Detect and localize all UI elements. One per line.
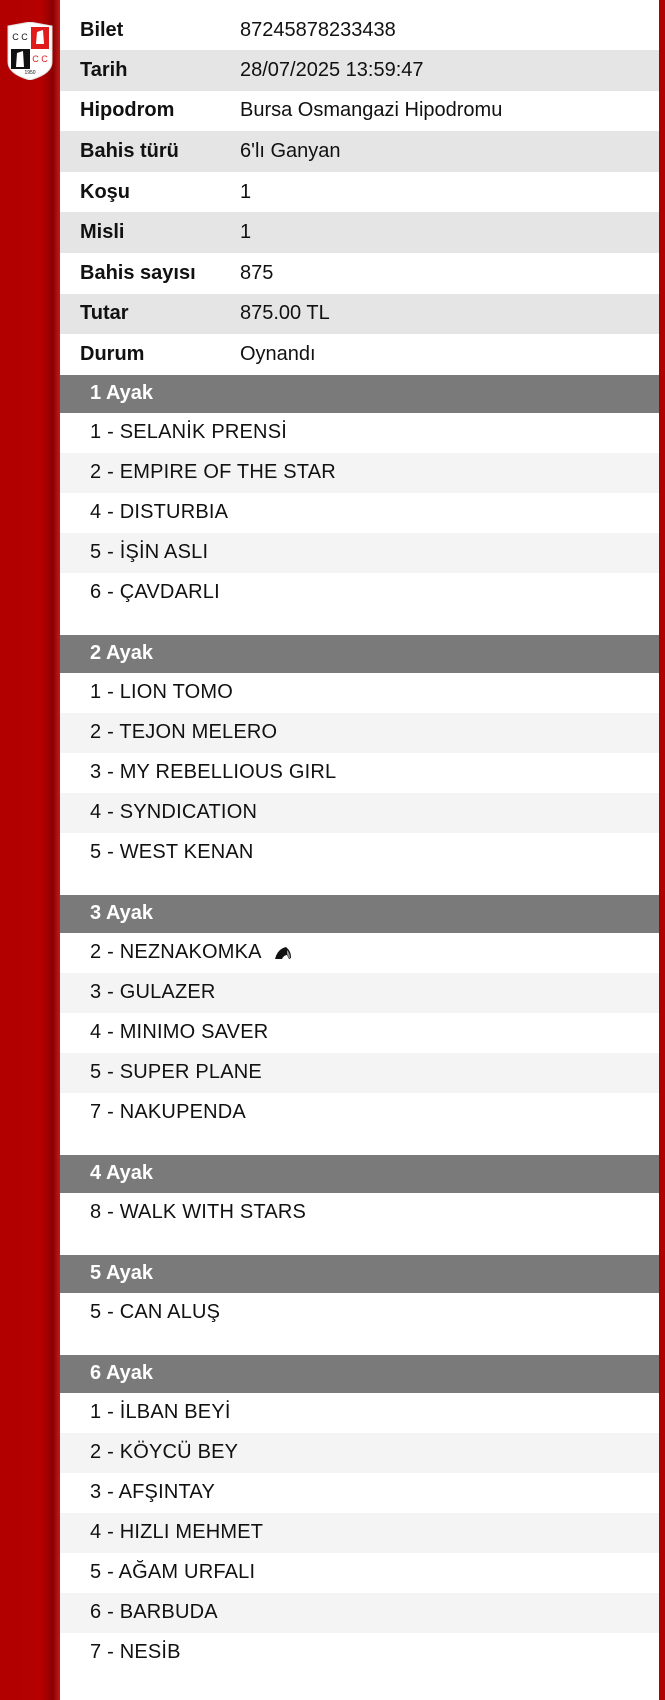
info-row: Durum Oynandı	[60, 334, 659, 375]
leg-header: 4 Ayak	[60, 1154, 659, 1193]
horse-name: 4 - HIZLI MEHMET	[90, 1521, 264, 1544]
club-crest-logo: C C C C 1950	[7, 22, 53, 80]
horse-item: 3 - GULAZER	[60, 972, 659, 1013]
horse-item: 7 - NESİB	[60, 1633, 659, 1673]
info-row: Tarih 28/07/2025 13:59:47	[60, 50, 659, 91]
horse-item: 6 - ÇAVDARLI	[60, 573, 659, 613]
horse-item: 4 - DISTURBIA	[60, 493, 659, 533]
info-value: 6'lı Ganyan	[240, 139, 341, 162]
info-label: Tutar	[80, 302, 129, 325]
horse-name: 2 - EMPIRE OF THE STAR	[90, 461, 336, 484]
leg-header: 2 Ayak	[60, 634, 659, 673]
horse-name: 5 - CAN ALUŞ	[90, 1301, 221, 1324]
horse-name: 2 - NEZNAKOMKA	[90, 941, 262, 964]
info-row: Bahis türü 6'lı Ganyan	[60, 131, 659, 172]
leg-header: 5 Ayak	[60, 1254, 659, 1293]
horse-item: 5 - AĞAM URFALI	[60, 1553, 659, 1593]
leg-header: 6 Ayak	[60, 1354, 659, 1393]
horse-item: 8 - WALK WITH STARS	[60, 1193, 659, 1233]
horse-item: 6 - BARBUDA	[60, 1592, 659, 1633]
info-row: Tutar 875.00 TL	[60, 293, 659, 335]
horse-item: 5 - İŞİN ASLI	[60, 532, 659, 573]
horse-item: 1 - LION TOMO	[60, 673, 659, 713]
spacer	[60, 1333, 659, 1355]
ticket-info-table: Bilet 87245878233438 Tarih 28/07/2025 13:59…	[60, 0, 659, 375]
ticket-details: Bilet 87245878233438 Tarih 28/07/2025 13:59…	[60, 0, 659, 1673]
horse-name: 3 - MY REBELLIOUS GIRL	[90, 761, 337, 784]
info-label: Tarih	[80, 58, 128, 81]
horse-name: 5 - AĞAM URFALI	[90, 1561, 256, 1584]
info-row: Hipodrom Bursa Osmangazi Hipodromu	[60, 91, 659, 132]
horse-name: 7 - NAKUPENDA	[90, 1101, 246, 1124]
horse-name: 6 - BARBUDA	[90, 1601, 218, 1624]
info-label: Misli	[80, 221, 125, 244]
horse-item: 3 - MY REBELLIOUS GIRL	[60, 753, 659, 793]
horse-item: 4 - HIZLI MEHMET	[60, 1512, 659, 1553]
svg-text:C C: C C	[12, 32, 28, 42]
info-label: Hipodrom	[80, 99, 175, 122]
spacer	[60, 613, 659, 635]
info-value: 875.00 TL	[240, 302, 330, 325]
svg-text:1950: 1950	[24, 70, 35, 76]
right-red-border	[659, 0, 665, 1700]
info-row: Koşu 1	[60, 172, 659, 213]
info-label: Durum	[80, 342, 145, 365]
horse-name: 5 - SUPER PLANE	[90, 1061, 262, 1084]
horse-item: 2 - TEJON MELERO	[60, 712, 659, 753]
spacer	[60, 1233, 659, 1255]
horse-item: 5 - CAN ALUŞ	[60, 1293, 659, 1333]
info-label: Koşu	[80, 180, 130, 203]
info-value: Oynandı	[240, 342, 316, 365]
left-red-sidebar: C C C C 1950	[0, 0, 60, 1700]
horse-name: 4 - DISTURBIA	[90, 501, 229, 524]
horse-item: 7 - NAKUPENDA	[60, 1093, 659, 1133]
horse-head-icon	[274, 946, 291, 959]
horse-item: 2 - NEZNAKOMKA	[60, 933, 659, 973]
info-value: 1	[240, 221, 252, 244]
info-row: Bilet 87245878233438	[60, 0, 659, 50]
leg-header: 3 Ayak	[60, 894, 659, 933]
horse-name: 2 - TEJON MELERO	[90, 721, 278, 744]
horse-name: 5 - İŞİN ASLI	[90, 541, 209, 564]
horse-item: 1 - SELANİK PRENSİ	[60, 413, 659, 453]
horse-item: 3 - AFŞINTAY	[60, 1473, 659, 1513]
horse-name: 1 - SELANİK PRENSİ	[90, 421, 287, 444]
spacer	[60, 873, 659, 895]
horse-name: 2 - KÖYCÜ BEY	[90, 1441, 239, 1464]
horse-name: 3 - GULAZER	[90, 981, 216, 1004]
info-row: Bahis sayısı 875	[60, 253, 659, 294]
info-value: 28/07/2025 13:59:47	[240, 58, 424, 81]
horse-item: 4 - SYNDICATION	[60, 792, 659, 833]
spacer	[60, 1133, 659, 1155]
horse-item: 1 - İLBAN BEYİ	[60, 1393, 659, 1433]
horse-item: 5 - SUPER PLANE	[60, 1052, 659, 1093]
svg-text:C C: C C	[32, 54, 48, 64]
horse-name: 4 - MINIMO SAVER	[90, 1021, 269, 1044]
info-row: Misli 1	[60, 212, 659, 253]
legs-list: 1 Ayak 1 - SELANİK PRENSİ 2 - EMPIRE OF TH…	[60, 374, 659, 1673]
info-value: Bursa Osmangazi Hipodromu	[240, 99, 503, 122]
info-value: 87245878233438	[240, 18, 396, 41]
horse-item: 2 - EMPIRE OF THE STAR	[60, 452, 659, 493]
horse-item: 5 - WEST KENAN	[60, 833, 659, 873]
info-label: Bilet	[80, 18, 124, 41]
horse-name: 8 - WALK WITH STARS	[90, 1201, 307, 1224]
info-label: Bahis sayısı	[80, 261, 196, 284]
horse-name: 6 - ÇAVDARLI	[90, 581, 220, 604]
info-value: 875	[240, 261, 274, 284]
info-label: Bahis türü	[80, 139, 179, 162]
horse-item: 2 - KÖYCÜ BEY	[60, 1432, 659, 1473]
leg-header: 1 Ayak	[60, 374, 659, 413]
horse-name: 4 - SYNDICATION	[90, 801, 258, 824]
horse-name: 7 - NESİB	[90, 1641, 181, 1664]
horse-name: 1 - LION TOMO	[90, 681, 234, 704]
horse-name: 3 - AFŞINTAY	[90, 1481, 216, 1504]
info-value: 1	[240, 180, 252, 203]
horse-name: 1 - İLBAN BEYİ	[90, 1401, 231, 1424]
horse-name: 5 - WEST KENAN	[90, 841, 254, 864]
horse-item: 4 - MINIMO SAVER	[60, 1013, 659, 1053]
